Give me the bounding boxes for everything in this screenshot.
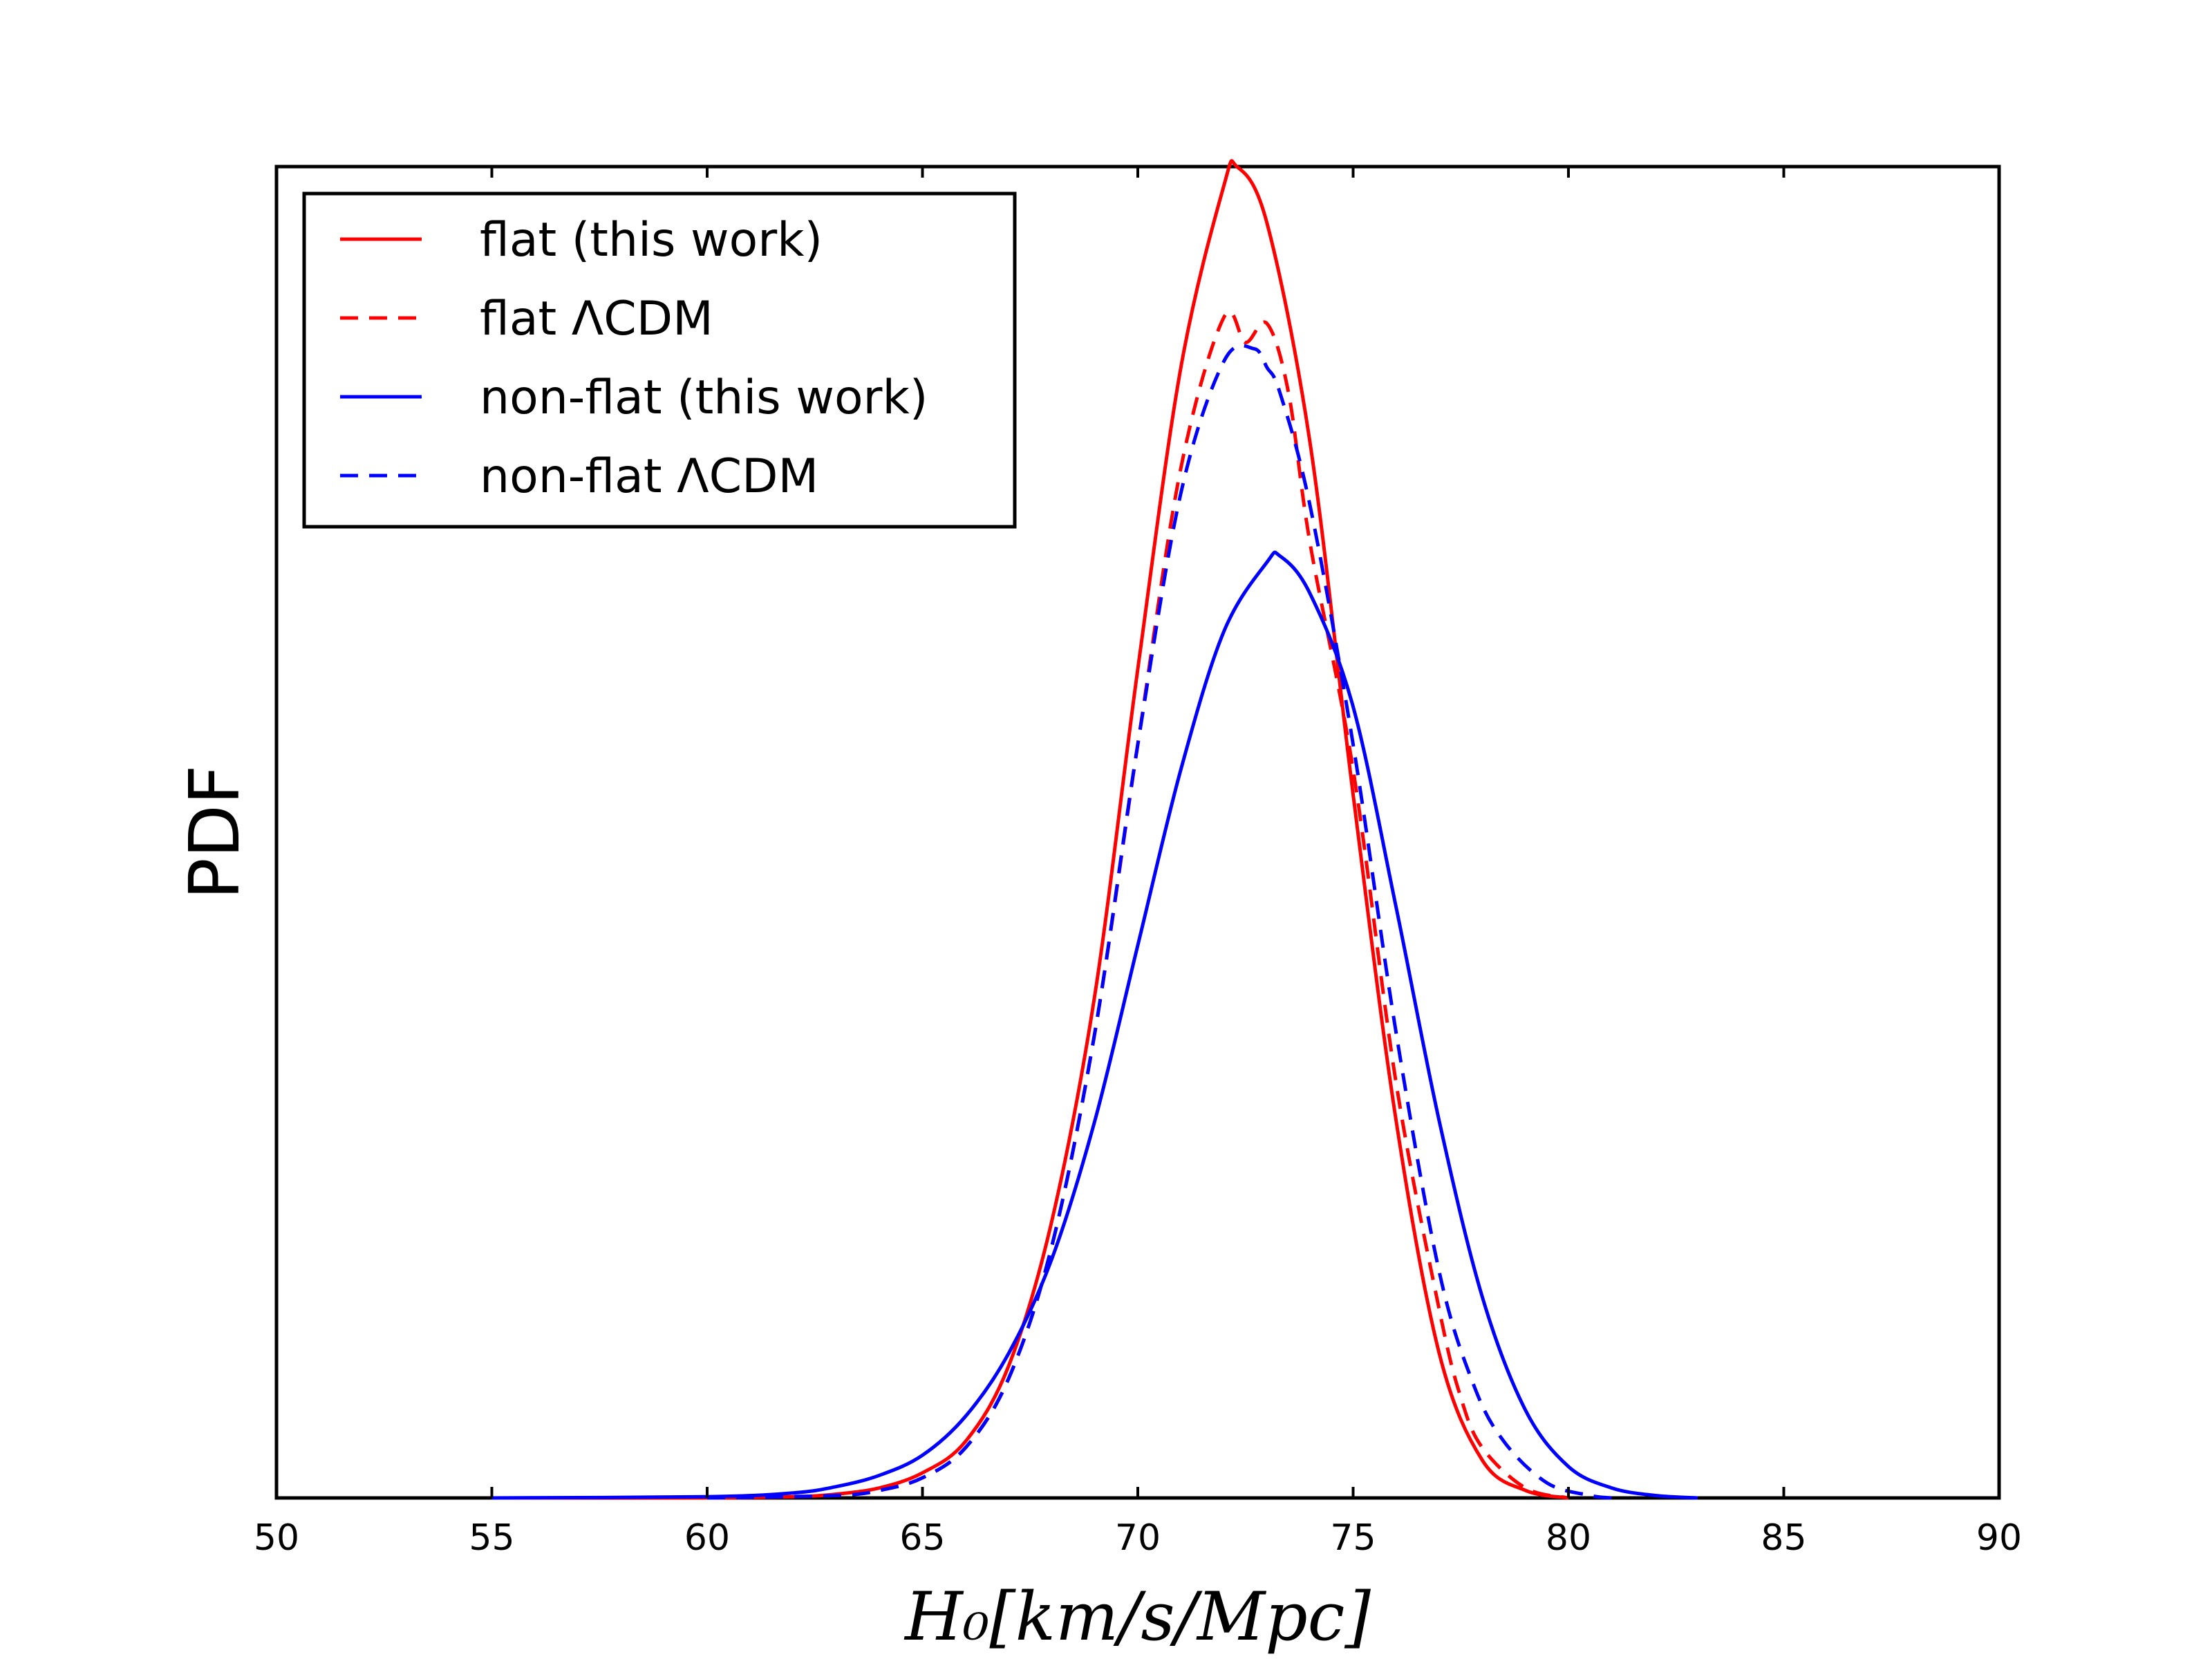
series-line-3 [491, 550, 1698, 1500]
legend-items: flat (this work) flat ΛCDM non-flat (this … [340, 213, 928, 504]
series-curves [491, 159, 1698, 1500]
legend-label-4: non-flat ΛCDM [480, 449, 818, 504]
x-tick-label: 80 [1546, 1517, 1591, 1559]
x-tick-label: 90 [1976, 1517, 2022, 1559]
legend-label-1: flat (this work) [480, 213, 823, 268]
series-line-1 [491, 159, 1569, 1500]
x-tick-label: 70 [1115, 1517, 1161, 1559]
x-tick-label: 65 [899, 1517, 945, 1559]
series-line-2 [706, 310, 1569, 1500]
x-tick-label: 85 [1761, 1517, 1806, 1559]
x-tick-label: 50 [254, 1517, 299, 1559]
x-tick-label: 55 [469, 1517, 514, 1559]
legend-box [302, 191, 1017, 529]
legend-label-2: flat ΛCDM [480, 292, 713, 346]
x-axis-ticks: 50 55 60 65 70 75 80 85 90 [254, 167, 2022, 1559]
x-axis-label: H₀[km/s/Mpc] [903, 1578, 1371, 1656]
x-tick-label: 75 [1330, 1517, 1376, 1559]
series-line-4 [706, 344, 1612, 1500]
x-tick-label: 60 [684, 1517, 730, 1559]
y-axis-label: PDF [174, 765, 255, 900]
legend: flat (this work) flat ΛCDM non-flat (this … [302, 191, 1017, 529]
legend-label-3: non-flat (this work) [480, 371, 928, 425]
